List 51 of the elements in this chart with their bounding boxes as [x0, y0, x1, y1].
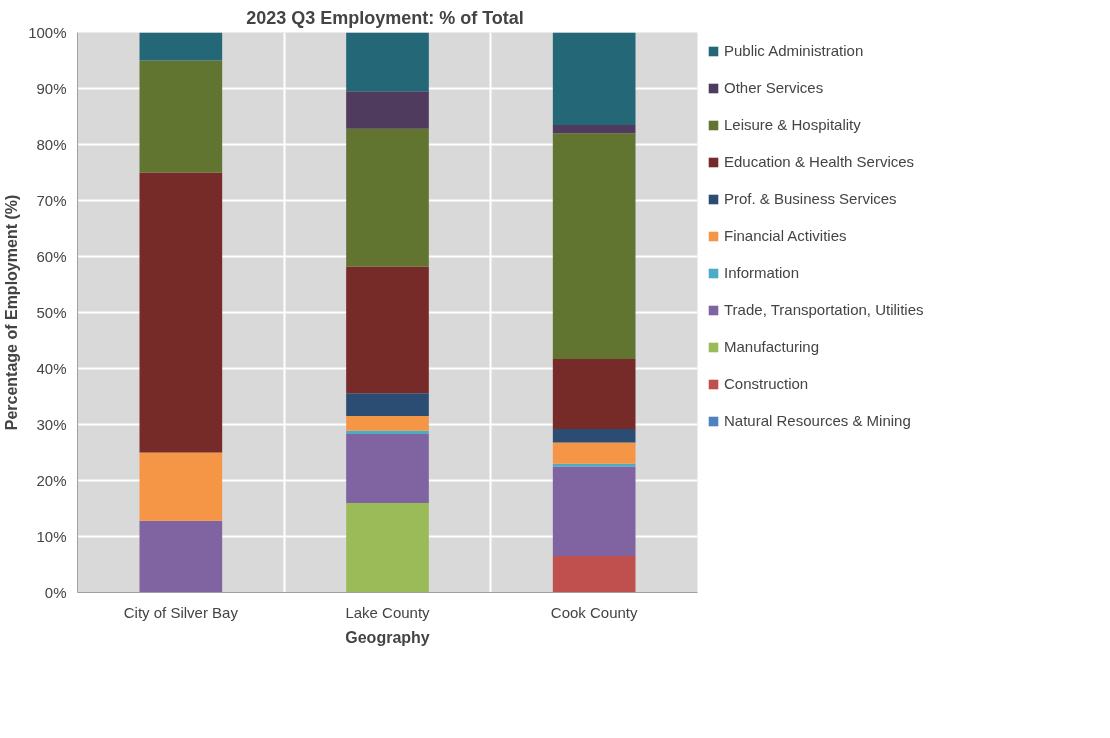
y-tick-label: 0% — [44, 584, 67, 601]
bar — [346, 393, 429, 417]
y-tick-label: 80% — [36, 136, 67, 153]
legend-label: Construction — [724, 375, 809, 392]
y-tick-label: 70% — [36, 192, 67, 209]
y-tick-label: 30% — [36, 416, 67, 433]
bar — [139, 172, 223, 453]
y-tick-label: 40% — [36, 360, 67, 377]
bar — [552, 124, 636, 134]
x-tick-label: Cook County — [550, 603, 639, 621]
legend-label: Manufacturing — [724, 338, 820, 355]
legend-label: Prof. & Business Services — [724, 190, 897, 207]
legend-label: Information — [724, 264, 800, 281]
bar — [346, 434, 429, 503]
bar — [346, 430, 429, 435]
legend-label: Leisure & Hospitality — [724, 116, 861, 133]
bar — [552, 428, 636, 443]
bar — [346, 416, 429, 431]
bar — [552, 556, 636, 593]
bar — [346, 502, 429, 593]
y-tick-label: 60% — [36, 248, 67, 265]
bar — [552, 133, 636, 359]
y-axis-title: Percentage of Employment (%) — [3, 194, 21, 431]
legend-label: Other Services — [724, 79, 824, 96]
bar — [139, 520, 223, 593]
bar — [346, 91, 429, 129]
bar — [346, 128, 429, 267]
bar — [139, 32, 223, 61]
bar — [346, 32, 429, 92]
bar — [552, 442, 636, 464]
bar — [552, 466, 636, 557]
y-tick-label: 20% — [36, 472, 67, 489]
y-tick-label: 50% — [36, 304, 67, 321]
legend-label: Trade, Transportation, Utilities — [724, 301, 924, 318]
x-axis-title: Geography — [345, 628, 430, 646]
y-tick-label: 10% — [36, 528, 67, 545]
y-tick-label: 100% — [28, 24, 67, 41]
bar — [139, 60, 223, 173]
x-tick-label: City of Silver Bay — [123, 603, 239, 621]
legend-label: Education & Health Services — [724, 153, 915, 170]
x-tick-label: Lake County — [345, 603, 431, 621]
y-tick-label: 90% — [36, 80, 67, 97]
chart-title: 2023 Q3 Employment: % of Total — [246, 7, 524, 28]
legend-label: Public Administration — [724, 42, 864, 59]
bar — [346, 266, 429, 394]
bar — [552, 463, 636, 467]
legend-label: Natural Resources & Mining — [724, 412, 911, 429]
bar — [552, 32, 636, 125]
bar — [139, 452, 223, 521]
legend-label: Financial Activities — [724, 227, 847, 244]
bar — [552, 358, 636, 429]
